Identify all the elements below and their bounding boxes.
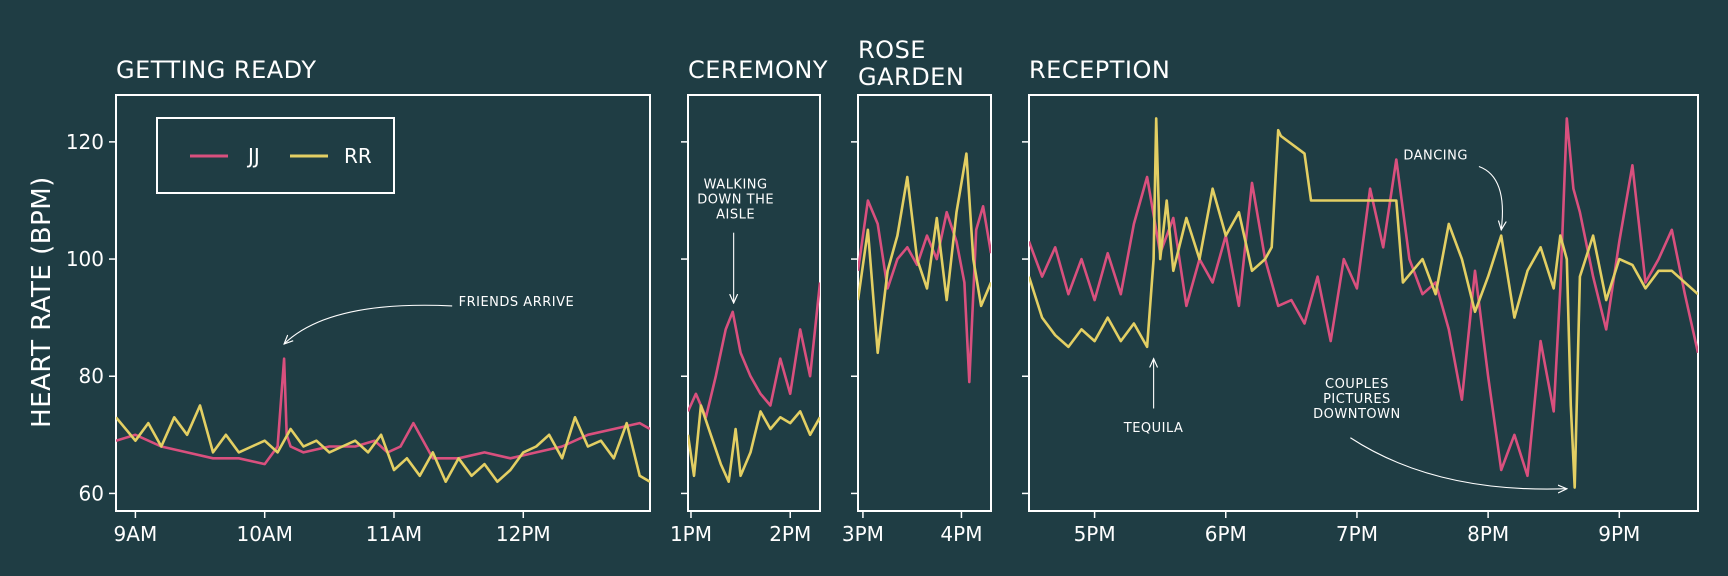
panel-title: RECEPTION	[1029, 56, 1170, 84]
y-tick-label: 100	[66, 247, 104, 271]
x-tick-label: 9PM	[1598, 522, 1640, 546]
series-line-jj	[688, 282, 820, 419]
panel-title: ROSE	[858, 36, 926, 64]
panel-title: GETTING READY	[116, 56, 317, 84]
series-line-rr	[1029, 117, 1698, 489]
x-tick-label: 12PM	[496, 522, 551, 546]
legend-box	[156, 117, 395, 194]
series-line-jj	[116, 357, 650, 466]
panels-layer: GETTING READY 60 80 100 120 9AM 10AM 11AM 12PM FR…	[66, 36, 1699, 546]
annotation-label: AISLE	[716, 208, 755, 223]
legend-label-jj: JJ	[246, 144, 260, 168]
x-tick-label: 3PM	[842, 522, 884, 546]
annotation-label: PICTURES	[1323, 392, 1391, 407]
panel-1: GETTING READY 60 80 100 120 9AM 10AM 11AM 12PM FR…	[66, 56, 651, 546]
legend-label-rr: RR	[344, 144, 372, 168]
annotation-arrow	[1478, 165, 1503, 229]
series-line-rr	[858, 152, 991, 355]
panel-frame	[115, 94, 651, 512]
x-tick-label: 6PM	[1205, 522, 1247, 546]
panel-title: GARDEN	[858, 63, 964, 91]
series-line-rr	[688, 404, 820, 484]
x-tick-label: 10AM	[236, 522, 292, 546]
y-tick-label: 60	[79, 481, 104, 505]
annotation-label: COUPLES	[1325, 377, 1389, 392]
annotation-arrow	[284, 304, 453, 344]
annotation-label: DOWN THE	[697, 193, 774, 208]
x-tick-label: 8PM	[1467, 522, 1509, 546]
panel-frame	[1028, 94, 1699, 512]
annotation-label: TEQUILA	[1123, 421, 1184, 436]
panel-4: RECEPTION 5PM 6PM 7PM 8PM 9PM DANCING TEQUILA CO…	[1022, 56, 1699, 546]
legend: JJ RR	[156, 117, 395, 194]
panel-frame	[857, 94, 992, 512]
panel-frame	[687, 94, 821, 512]
annotation-arrow	[1350, 437, 1566, 489]
panel-title: CEREMONY	[688, 56, 828, 84]
series-line-jj	[1029, 117, 1698, 478]
y-tick-label: 80	[79, 364, 104, 388]
x-tick-label: 7PM	[1336, 522, 1378, 546]
x-tick-label: 5PM	[1074, 522, 1116, 546]
x-tick-label: 4PM	[940, 522, 982, 546]
annotation-label: DANCING	[1403, 148, 1468, 163]
annotation-label: DOWNTOWN	[1313, 407, 1401, 422]
y-axis-label: HEART RATE (BPM)	[27, 176, 57, 428]
annotation-label: FRIENDS ARRIVE	[459, 295, 575, 310]
annotation-label: WALKING	[704, 178, 768, 193]
x-tick-label: 2PM	[769, 522, 811, 546]
x-tick-label: 11AM	[366, 522, 422, 546]
x-tick-label: 1PM	[670, 522, 712, 546]
x-tick-label: 9AM	[114, 522, 158, 546]
y-tick-label: 120	[66, 130, 104, 154]
series-line-rr	[116, 404, 650, 484]
